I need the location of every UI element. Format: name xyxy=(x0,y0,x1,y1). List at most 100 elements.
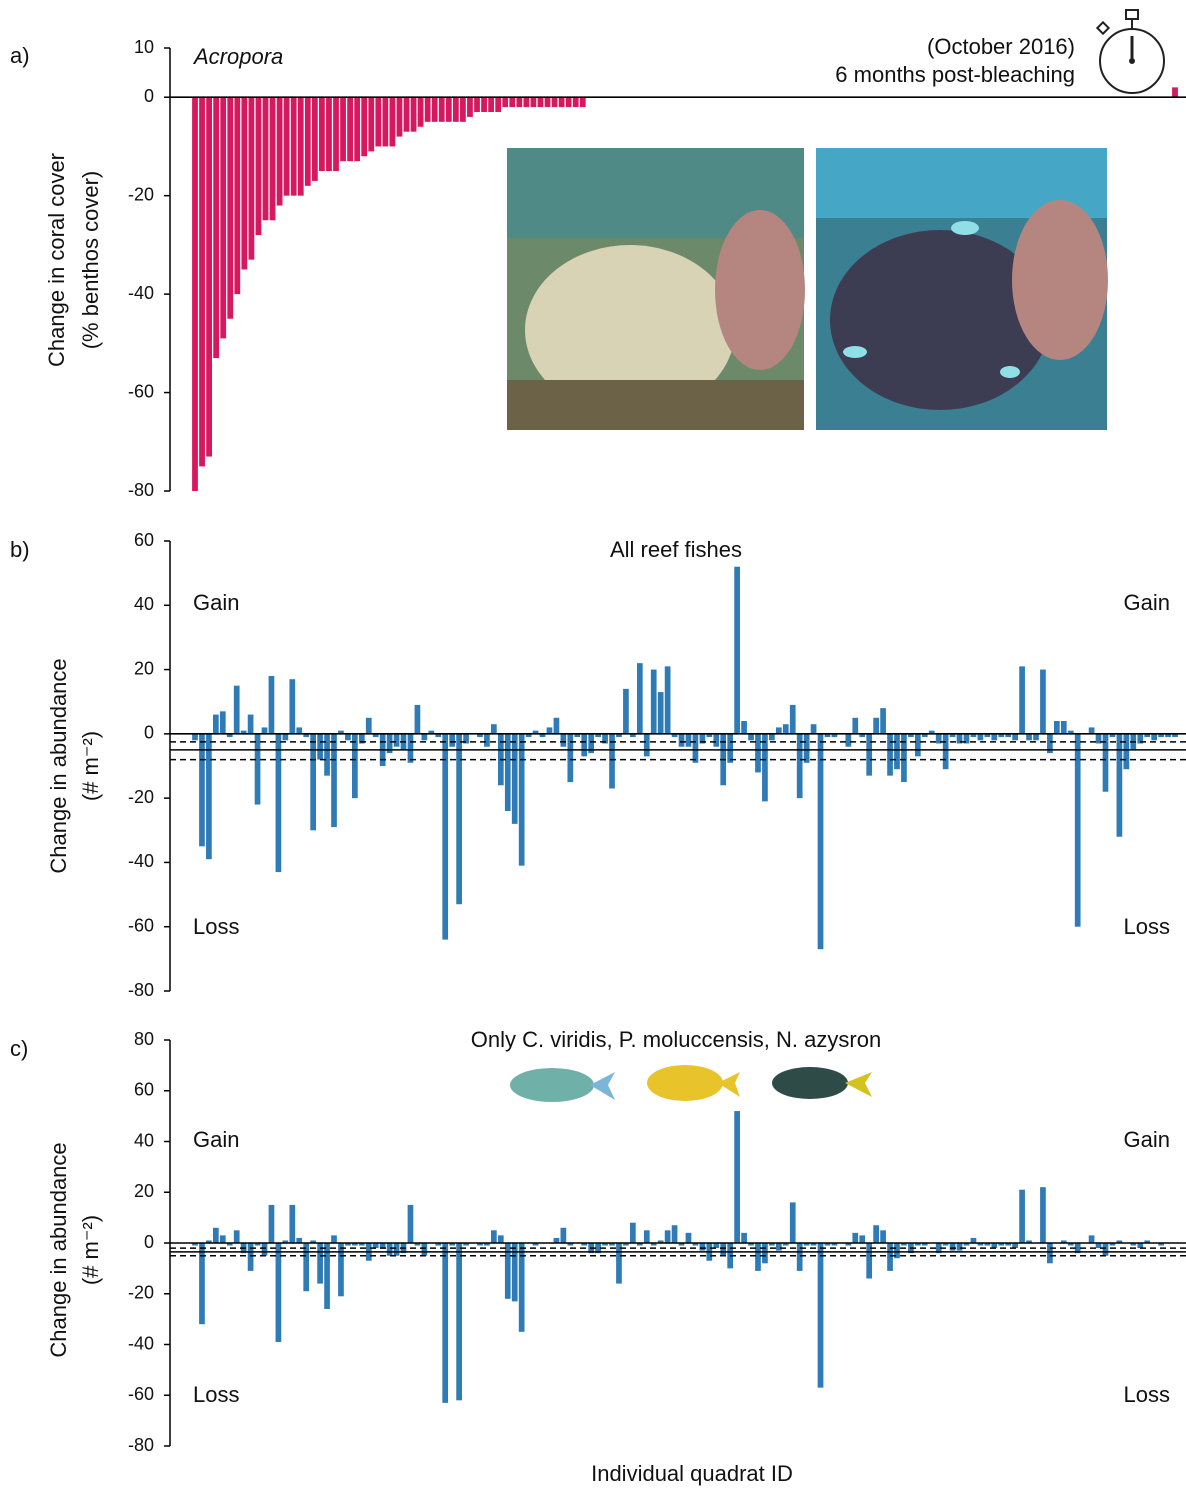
bar xyxy=(845,734,851,747)
y-tick-label: -60 xyxy=(128,381,154,401)
bar xyxy=(495,97,501,112)
bar xyxy=(538,97,544,107)
bar xyxy=(804,734,810,763)
y-tick-label: 80 xyxy=(134,1029,154,1049)
bar xyxy=(797,734,803,798)
bar xyxy=(317,734,323,760)
bar xyxy=(887,1243,893,1271)
bar xyxy=(248,715,254,734)
y-tick-label: -40 xyxy=(128,851,154,871)
bar xyxy=(192,97,198,491)
bar xyxy=(467,97,473,117)
bar xyxy=(220,1235,226,1243)
bar xyxy=(418,97,424,127)
y-tick-label: -20 xyxy=(128,1283,154,1303)
bar xyxy=(818,1243,824,1388)
bar xyxy=(547,727,553,733)
bar xyxy=(713,734,719,747)
bar xyxy=(1040,670,1046,734)
bar xyxy=(397,97,403,136)
bar xyxy=(679,734,685,747)
bar xyxy=(873,718,879,734)
gain-label: Gain xyxy=(1124,590,1170,615)
bar xyxy=(1019,666,1025,734)
figure: Individual quadrat ID a)-80-60-40-20010C… xyxy=(0,0,1186,1490)
bar xyxy=(509,97,515,107)
bar xyxy=(880,708,886,734)
bar xyxy=(720,1243,726,1256)
bar xyxy=(762,1243,768,1263)
bar xyxy=(375,97,381,146)
bar xyxy=(276,1243,282,1342)
bar xyxy=(262,727,268,733)
bar xyxy=(693,734,699,763)
panel-title: All reef fishes xyxy=(610,537,742,562)
bar xyxy=(755,1243,761,1271)
bar xyxy=(783,724,789,734)
x-axis-title: Individual quadrat ID xyxy=(591,1461,793,1486)
gain-label: Gain xyxy=(1124,1127,1170,1152)
y-tick-label: 20 xyxy=(134,658,154,678)
bar xyxy=(644,734,650,757)
bar xyxy=(394,1243,400,1256)
bar xyxy=(880,1230,886,1243)
bar xyxy=(366,718,372,734)
bar xyxy=(502,97,508,107)
y-tick-label: 40 xyxy=(134,1130,154,1150)
y-tick-label: 0 xyxy=(144,86,154,106)
bar xyxy=(284,97,290,195)
bar xyxy=(256,97,262,235)
y-axis-title: (# m⁻²) xyxy=(78,731,103,801)
bar xyxy=(1151,734,1157,740)
bar xyxy=(1089,727,1095,733)
bar xyxy=(665,666,671,734)
bar xyxy=(460,97,466,122)
bar xyxy=(220,711,226,734)
bar xyxy=(442,734,448,940)
bar xyxy=(394,734,400,747)
bar xyxy=(915,734,921,757)
annotation: 6 months post-bleaching xyxy=(835,62,1075,87)
annotation: (October 2016) xyxy=(927,34,1075,59)
panel-title: Only C. viridis, P. moluccensis, N. azys… xyxy=(471,1027,881,1052)
bar xyxy=(686,734,692,747)
bar xyxy=(289,679,295,734)
bar xyxy=(199,734,205,847)
y-axis-title: Change in abundance xyxy=(46,658,71,873)
bar xyxy=(425,97,431,122)
bar xyxy=(234,686,240,734)
bar xyxy=(1047,1243,1053,1263)
bar xyxy=(206,97,212,456)
bar xyxy=(567,734,573,782)
bar xyxy=(776,1243,782,1251)
y-tick-label: -20 xyxy=(128,184,154,204)
panel-title: Acropora xyxy=(192,44,283,69)
bar xyxy=(488,97,494,112)
bar xyxy=(1172,87,1178,97)
bar xyxy=(790,1202,796,1243)
bar xyxy=(991,734,997,740)
bar xyxy=(866,734,872,776)
y-axis-title: (# m⁻²) xyxy=(78,1215,103,1285)
y-tick-label: -80 xyxy=(128,480,154,500)
bar xyxy=(269,1205,275,1243)
bar xyxy=(474,97,480,112)
bar xyxy=(741,1233,747,1243)
bar xyxy=(453,97,459,122)
bar xyxy=(382,97,388,146)
y-tick-label: 20 xyxy=(134,1181,154,1201)
bar xyxy=(255,734,261,805)
bar xyxy=(368,97,374,151)
y-tick-label: 60 xyxy=(134,530,154,550)
bar xyxy=(734,1111,740,1243)
y-axis-title: (% benthos cover) xyxy=(78,171,103,350)
y-tick-label: -40 xyxy=(128,1333,154,1353)
bar xyxy=(580,97,586,107)
bar xyxy=(283,734,289,740)
y-axis-title: Change in coral cover xyxy=(44,153,69,367)
bar xyxy=(894,734,900,769)
bar xyxy=(672,1225,678,1243)
bar xyxy=(305,97,311,186)
panel-label: c) xyxy=(10,1036,28,1061)
loss-label: Loss xyxy=(193,914,239,939)
